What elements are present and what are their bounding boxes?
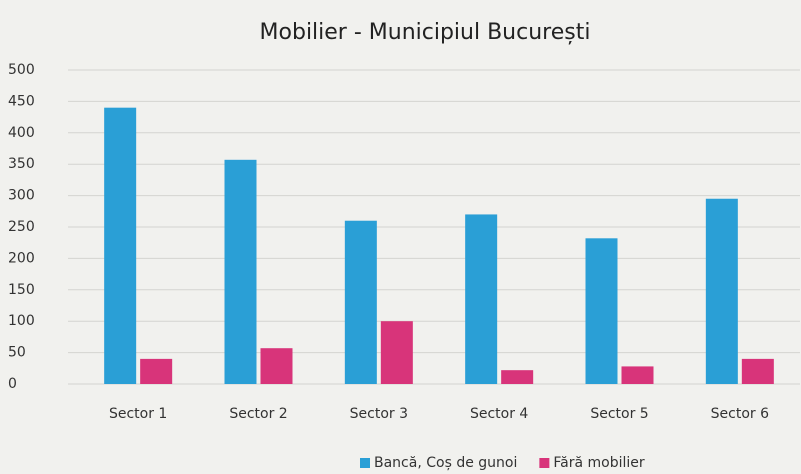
y-tick-label: 400 (8, 125, 35, 141)
x-tick-label: Sector 5 (590, 406, 648, 422)
y-tick-label: 0 (8, 376, 17, 392)
chart-title: Mobilier - Municipiul București (260, 20, 591, 45)
x-tick-label: Sector 4 (470, 406, 528, 422)
y-tick-label: 50 (8, 345, 26, 361)
bar (104, 107, 137, 385)
y-tick-label: 200 (8, 250, 35, 266)
legend-swatch (539, 458, 550, 468)
bar (140, 358, 173, 384)
y-tick-label: 500 (8, 62, 35, 78)
bar (260, 348, 293, 384)
y-tick-label: 450 (8, 93, 35, 109)
x-tick-label: Sector 3 (350, 406, 408, 422)
bar (585, 238, 618, 384)
bar (224, 159, 257, 384)
legend-swatch (360, 458, 370, 468)
y-tick-label: 350 (8, 156, 35, 172)
bar (621, 366, 654, 384)
bar (501, 370, 534, 384)
x-tick-label: Sector 6 (711, 406, 769, 422)
y-tick-label: 300 (8, 188, 35, 204)
bar (705, 198, 738, 384)
y-tick-label: 250 (8, 219, 35, 235)
bar (344, 220, 377, 384)
bar (380, 321, 413, 384)
y-tick-label: 150 (8, 282, 35, 298)
legend-label: Bancă, Coș de gunoi (374, 455, 517, 471)
x-tick-label: Sector 2 (229, 406, 287, 422)
bar (741, 358, 774, 384)
y-tick-label: 100 (8, 313, 35, 329)
x-tick-label: Sector 1 (109, 406, 167, 422)
bar (465, 214, 498, 384)
legend-label: Fără mobilier (553, 455, 645, 471)
